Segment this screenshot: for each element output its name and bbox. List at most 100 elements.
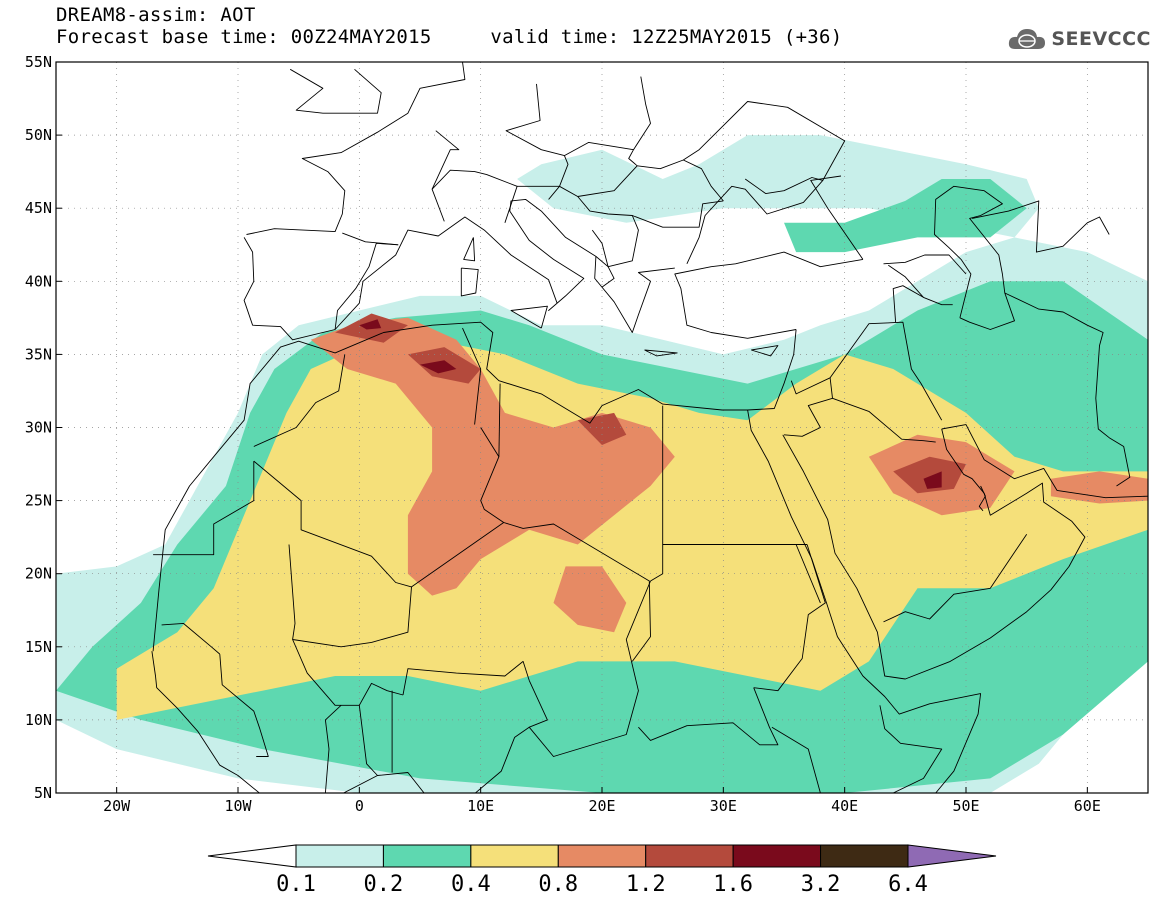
border-line-16 [480,427,504,523]
border-line-43 [431,130,460,190]
border-line-8 [292,772,425,793]
border-line-4 [747,409,982,793]
border-line-59 [463,237,476,262]
colorbar: 0.1 0.2 0.4 0.8 1.2 1.6 3.2 6.4 [207,844,997,897]
border-line-21 [783,377,833,437]
y-tick-label: 40N [25,272,52,290]
y-tick-label: 50N [25,126,52,144]
y-tick-label: 25N [25,492,52,510]
country-borders [151,62,1148,793]
border-line-3 [246,62,466,235]
aot-region-3 [784,179,1027,253]
logo-text: SEEVCCC [1051,28,1151,50]
y-tick-label: 15N [25,638,52,656]
border-line-24 [883,533,1028,623]
border-line-62 [289,68,382,114]
colorbar-label: 0.2 [364,872,404,897]
border-line-7 [151,651,261,793]
colorbar-label: 3.2 [801,872,841,897]
colorbar-label: 0.8 [538,872,578,897]
border-line-42 [431,169,518,223]
border-line-1 [674,251,863,339]
border-line-52 [883,254,967,275]
border-line-55 [1004,292,1131,487]
border-line-33 [358,705,378,776]
aot-region-4 [116,339,1148,720]
colorbar-label: 6.4 [888,872,928,897]
colorbar-label: 1.2 [626,872,666,897]
aot-region-8 [1050,471,1148,504]
x-tick-label: 40E [831,797,858,815]
border-line-5 [782,428,1086,680]
x-tick-label: 50E [952,797,979,815]
colorbar-low-arrow [207,844,297,868]
border-line-25 [753,544,826,692]
border-line-60 [751,345,779,357]
colorbar-label: 0.4 [451,872,491,897]
cloud-globe-icon [1009,29,1046,49]
border-line-41 [632,200,724,228]
map-header: DREAM8-assim: AOT Forecast base time: 00… [56,4,843,48]
border-line-48 [683,101,846,181]
map-title: DREAM8-assim: AOT [56,4,256,26]
border-line-14 [462,327,482,425]
colorbar-box [382,844,472,868]
y-tick-label: 45N [25,199,52,217]
valid-time-label: valid time: 12Z25MAY2015 (+36) [490,26,843,48]
border-line-47 [637,159,724,202]
border-line-45 [564,141,638,197]
aot-region-5 [310,317,675,596]
border-line-54 [972,200,1110,253]
aot-region-14 [923,471,942,489]
border-line-58 [460,267,479,297]
aot-region-7 [553,566,627,633]
x-tick-label: 20W [103,797,131,815]
border-line-2 [243,198,675,341]
x-tick-label: 60E [1074,797,1101,815]
y-tick-label: 35N [25,345,52,363]
border-line-51 [595,256,615,288]
y-tick-label: 30N [25,419,52,437]
border-line-44 [505,83,569,187]
border-line-32 [324,704,342,793]
border-line-37 [795,544,821,604]
border-line-31 [219,654,269,757]
aot-region-15 [359,319,382,330]
border-line-35 [474,726,530,793]
border-line-18 [650,544,664,582]
y-tick-label: 10N [25,711,52,729]
border-line-19 [498,383,501,457]
border-line-39 [771,726,822,793]
border-line-26 [528,580,651,757]
border-line-56 [978,485,986,512]
border-line-23 [892,285,953,323]
colorbar-box [295,844,384,868]
seevccc-logo: SEEVCCC [1007,24,1151,54]
border-line-10 [810,175,864,260]
colorbar-box [470,844,559,868]
colorbar-box [732,844,822,868]
border-line-38 [879,705,943,793]
border-line-9 [686,177,824,264]
x-tick-label: 10E [467,797,494,815]
colorbar-box [645,844,734,868]
border-line-57 [510,305,548,329]
colorbar-box [820,844,909,868]
aot-region-13 [420,360,457,374]
border-line-28 [288,544,412,648]
axis-ticks: 20W 10W 0 10E 20E 30E 40E 50E 60E 55N 50N 45N 40N 35N… [25,53,1101,815]
y-tick-label: 20N [25,565,52,583]
base-time-label: Forecast base time: 00Z24MAY2015 [56,26,432,48]
border-line-29 [161,622,221,655]
border-line-50 [342,232,399,246]
border-line-6 [941,424,1148,499]
colorbar-label: 1.6 [713,872,753,897]
aot-region-11 [893,456,966,494]
x-tick-label: 0 [355,797,364,815]
x-tick-label: 30E [710,797,737,815]
border-line-27 [402,660,530,696]
border-line-20 [790,321,943,421]
x-tick-label: 20E [588,797,615,815]
border-line-61 [644,349,678,357]
